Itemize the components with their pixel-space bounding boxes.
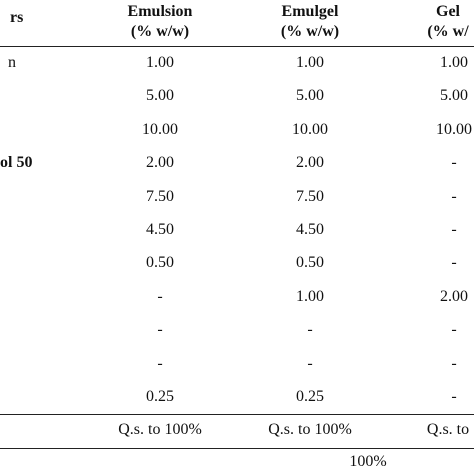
column-unit: (% w/	[427, 23, 469, 40]
cell: -	[451, 154, 457, 172]
cell: 0.25	[146, 388, 174, 405]
column-name: Emulgel	[281, 3, 339, 20]
cell: 0.50	[146, 254, 174, 272]
row-label: ol 50	[0, 154, 33, 172]
cell: 10.00	[292, 120, 328, 138]
cell: 0.50	[296, 254, 324, 272]
cell: 10.00	[436, 120, 472, 138]
cell: 4.50	[146, 221, 174, 238]
cell: -	[157, 321, 163, 339]
cell: -	[157, 287, 163, 305]
rule	[0, 414, 474, 415]
cell: 2.00	[296, 154, 324, 172]
column-name: Emulsion	[127, 3, 193, 20]
rule	[0, 448, 474, 449]
cell: -	[451, 221, 457, 238]
cell: 5.00	[296, 87, 324, 105]
header-label: rs	[10, 9, 24, 26]
cell: 2.00	[146, 154, 174, 172]
cell: -	[157, 354, 163, 372]
cell: 10.00	[142, 120, 178, 138]
row-label: n	[8, 54, 16, 71]
cell: -	[451, 321, 457, 339]
cell: Q.s. to 100%	[118, 421, 202, 439]
cell: -	[451, 354, 457, 372]
cell: 5.00	[440, 87, 468, 105]
column-name: Gel	[436, 3, 460, 20]
cell: 1.00	[440, 54, 468, 71]
cell: 0.25	[296, 388, 324, 405]
cell: Q.s. to 1	[426, 421, 474, 439]
cell: -	[307, 321, 313, 339]
cell: 2.00	[440, 287, 468, 305]
column-unit: (% w/w)	[130, 23, 190, 40]
cell: 1.00	[296, 287, 324, 305]
column-unit: (% w/w)	[280, 23, 340, 40]
cell: -	[451, 388, 457, 405]
cell: 7.50	[146, 187, 174, 205]
cell: -	[451, 254, 457, 272]
cell: 5.00	[146, 87, 174, 105]
cell: 7.50	[296, 187, 324, 205]
header-rule	[0, 46, 474, 47]
cell: 4.50	[296, 221, 324, 238]
cell: 1.00	[146, 54, 174, 71]
cell: -	[307, 354, 313, 372]
cell: -	[451, 187, 457, 205]
footer: 100%	[349, 453, 387, 470]
cell: Q.s. to 100%	[268, 421, 352, 439]
cell: 1.00	[296, 54, 324, 71]
